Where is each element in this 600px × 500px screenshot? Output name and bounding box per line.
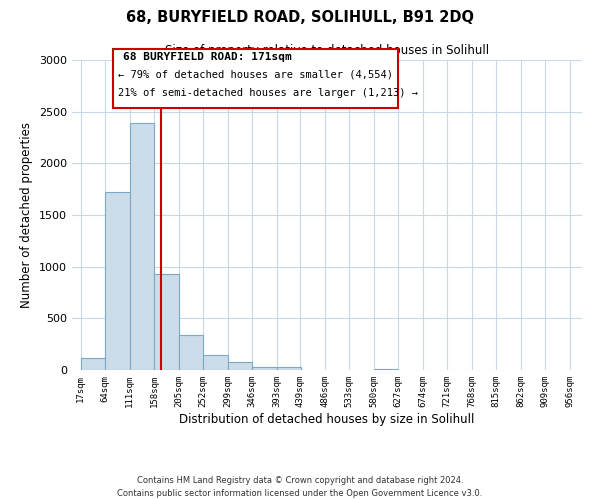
Text: Contains HM Land Registry data © Crown copyright and database right 2024.
Contai: Contains HM Land Registry data © Crown c… (118, 476, 482, 498)
Bar (179, 335, 203, 370)
X-axis label: Distribution of detached houses by size in Solihull: Distribution of detached houses by size … (179, 412, 475, 426)
Bar (81, 358, 106, 370)
Bar (227, 362, 252, 370)
Text: 21% of semi-detached houses are larger (1,213) →: 21% of semi-detached houses are larger (… (118, 88, 418, 98)
Text: 68, BURYFIELD ROAD, SOLIHULL, B91 2DQ: 68, BURYFIELD ROAD, SOLIHULL, B91 2DQ (126, 10, 474, 25)
Y-axis label: Number of detached properties: Number of detached properties (20, 122, 34, 308)
Bar (374, 369, 398, 370)
Bar (130, 123, 154, 370)
Title: Size of property relative to detached houses in Solihull: Size of property relative to detached ho… (165, 44, 489, 58)
FancyBboxPatch shape (113, 49, 398, 108)
Bar (203, 354, 227, 370)
Bar (154, 274, 179, 370)
Bar (277, 368, 301, 370)
Text: ← 79% of detached houses are smaller (4,554): ← 79% of detached houses are smaller (4,… (118, 70, 393, 80)
Text: 68 BURYFIELD ROAD: 171sqm: 68 BURYFIELD ROAD: 171sqm (123, 52, 292, 62)
Bar (252, 367, 277, 370)
Bar (106, 192, 130, 370)
